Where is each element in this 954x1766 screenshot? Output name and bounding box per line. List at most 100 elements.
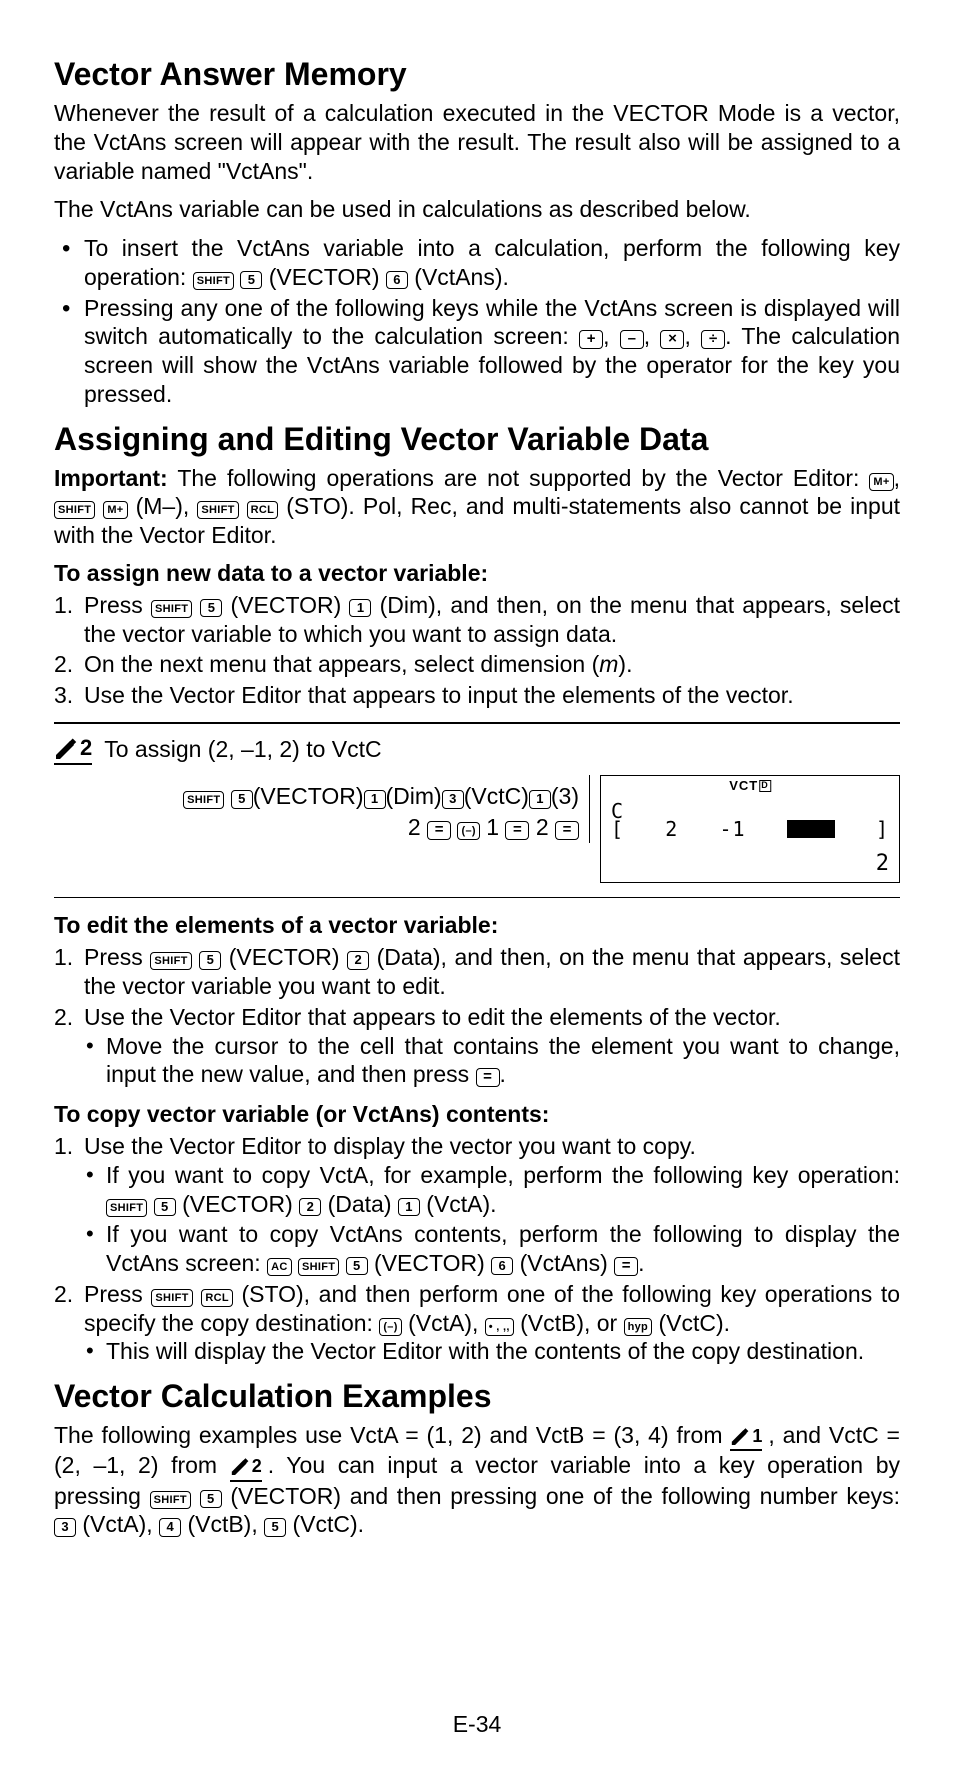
key-5: 5	[154, 1198, 176, 1216]
example-label: 2 To assign (2, –1, 2) to VctC	[54, 734, 900, 766]
key-3: 3	[54, 1518, 76, 1536]
step: Use the Vector Editor to display the vec…	[54, 1132, 900, 1278]
text: ).	[618, 651, 632, 677]
key-minus: –	[620, 330, 644, 349]
screen-label: VCTD	[729, 779, 771, 793]
key-5: 5	[231, 790, 253, 808]
cursor-icon	[787, 820, 835, 838]
key-5: 5	[200, 599, 222, 617]
key-hyp: hyp	[624, 1318, 652, 1336]
text: The following operations are not support…	[177, 465, 869, 491]
key-div: ÷	[701, 330, 725, 349]
key-6: 6	[386, 271, 408, 289]
key-sequence: SHIFT 5(VECTOR)1(Dim)3(VctC)1(3) 2 = (–)…	[54, 775, 590, 843]
key-mplus: M+	[869, 473, 893, 491]
step: Press SHIFT 5 (VECTOR) 2 (Data), and the…	[54, 943, 900, 1001]
text: (VECTOR)	[374, 1250, 485, 1276]
key-2: 2	[299, 1198, 321, 1216]
key-5: 5	[264, 1518, 286, 1536]
screen-row: [ 2 -1 ]	[611, 818, 889, 840]
step: Press SHIFT RCL (STO), and then perform …	[54, 1280, 900, 1366]
page-number: E-34	[0, 1711, 954, 1738]
key-1: 1	[364, 790, 386, 808]
key-4: 4	[159, 1518, 181, 1536]
key-1: 1	[398, 1198, 420, 1216]
key-shift: SHIFT	[151, 600, 192, 618]
subheading-copy: To copy vector variable (or VctAns) cont…	[54, 1101, 900, 1128]
key-shift: SHIFT	[193, 272, 234, 290]
sub-bullet: If you want to copy VctA, for example, p…	[84, 1161, 900, 1219]
text: If you want to copy VctA, for example, p…	[106, 1162, 900, 1188]
var: m	[599, 651, 618, 677]
text: (VECTOR)	[182, 1191, 293, 1217]
text: Press	[84, 944, 150, 970]
text: (VctC).	[293, 1511, 365, 1537]
key-5: 5	[240, 271, 262, 289]
key-eq: =	[476, 1068, 500, 1087]
calculator-screen: VCTD C [ 2 -1 ] 2	[600, 775, 900, 883]
badge-num: 2	[252, 1455, 262, 1478]
key-shift: SHIFT	[197, 501, 238, 519]
key-eq: =	[505, 821, 529, 840]
text: To assign (2, –1, 2) to VctC	[104, 736, 381, 762]
key-shift: SHIFT	[183, 791, 224, 809]
text: .	[500, 1061, 506, 1087]
text: Press	[84, 1281, 151, 1307]
text: Press	[84, 592, 151, 618]
bullet-item: Pressing any one of the following keys w…	[54, 294, 900, 409]
key-5: 5	[200, 1490, 222, 1508]
text: (VctAns).	[414, 264, 509, 290]
key-shift: SHIFT	[150, 1491, 191, 1509]
subheading-edit: To edit the elements of a vector variabl…	[54, 912, 900, 939]
subheading-assign: To assign new data to a vector variable:	[54, 560, 900, 587]
example-row: SHIFT 5(VECTOR)1(Dim)3(VctC)1(3) 2 = (–)…	[54, 775, 900, 883]
key-neg: (–)	[457, 822, 479, 840]
text: On the next menu that appears, select di…	[84, 651, 599, 677]
sub-bullet: If you want to copy VctAns contents, per…	[84, 1220, 900, 1278]
pencil-badge: 1	[730, 1425, 762, 1452]
text: (VctAns)	[520, 1250, 608, 1276]
text: (VctA),	[82, 1511, 159, 1537]
step: Use the Vector Editor that appears to in…	[54, 681, 900, 710]
key-shift: SHIFT	[54, 501, 95, 519]
text: (VECTOR)	[269, 264, 380, 290]
key-rcl: RCL	[201, 1289, 233, 1307]
text: (VctB), or	[520, 1310, 624, 1336]
text: (VctC).	[658, 1310, 730, 1336]
step: Press SHIFT 5 (VECTOR) 1 (Dim), and then…	[54, 591, 900, 649]
heading-assigning-editing: Assigning and Editing Vector Variable Da…	[54, 421, 900, 458]
pencil-badge: 2	[54, 734, 92, 766]
sub-bullet: This will display the Vector Editor with…	[84, 1337, 900, 1366]
text: (VECTOR)	[229, 944, 340, 970]
text: (VECTOR)	[231, 592, 342, 618]
key-1: 1	[529, 790, 551, 808]
key-mult: ×	[660, 330, 684, 349]
text: The following examples use VctA = (1, 2)…	[54, 1422, 730, 1448]
key-plus: +	[579, 330, 603, 349]
badge-num: 1	[752, 1425, 762, 1448]
key-eq: =	[614, 1257, 638, 1276]
step: On the next menu that appears, select di…	[54, 650, 900, 679]
text: (M–),	[136, 493, 190, 519]
key-ac: AC	[267, 1258, 292, 1276]
divider	[54, 897, 900, 898]
text: Use the Vector Editor that appears to ed…	[84, 1004, 781, 1030]
key-5: 5	[199, 951, 221, 969]
badge-num: 2	[80, 734, 92, 762]
bullet-item: To insert the VctAns variable into a cal…	[54, 234, 900, 292]
text: (Data)	[328, 1191, 392, 1217]
key-2: 2	[347, 951, 369, 969]
para: The following examples use VctA = (1, 2)…	[54, 1421, 900, 1539]
para: Important: The following operations are …	[54, 464, 900, 550]
key-6: 6	[491, 1257, 513, 1275]
text: (VctA).	[426, 1191, 496, 1217]
screen-value: 2	[876, 852, 889, 876]
key-comma: • , ,,	[485, 1318, 514, 1336]
step: Use the Vector Editor that appears to ed…	[54, 1003, 900, 1089]
text: (VctB),	[187, 1511, 264, 1537]
key-rcl: RCL	[247, 501, 279, 519]
divider	[54, 722, 900, 724]
key-mplus: M+	[103, 501, 127, 519]
key-eq: =	[427, 821, 451, 840]
sub-bullet: Move the cursor to the cell that contain…	[84, 1032, 900, 1090]
